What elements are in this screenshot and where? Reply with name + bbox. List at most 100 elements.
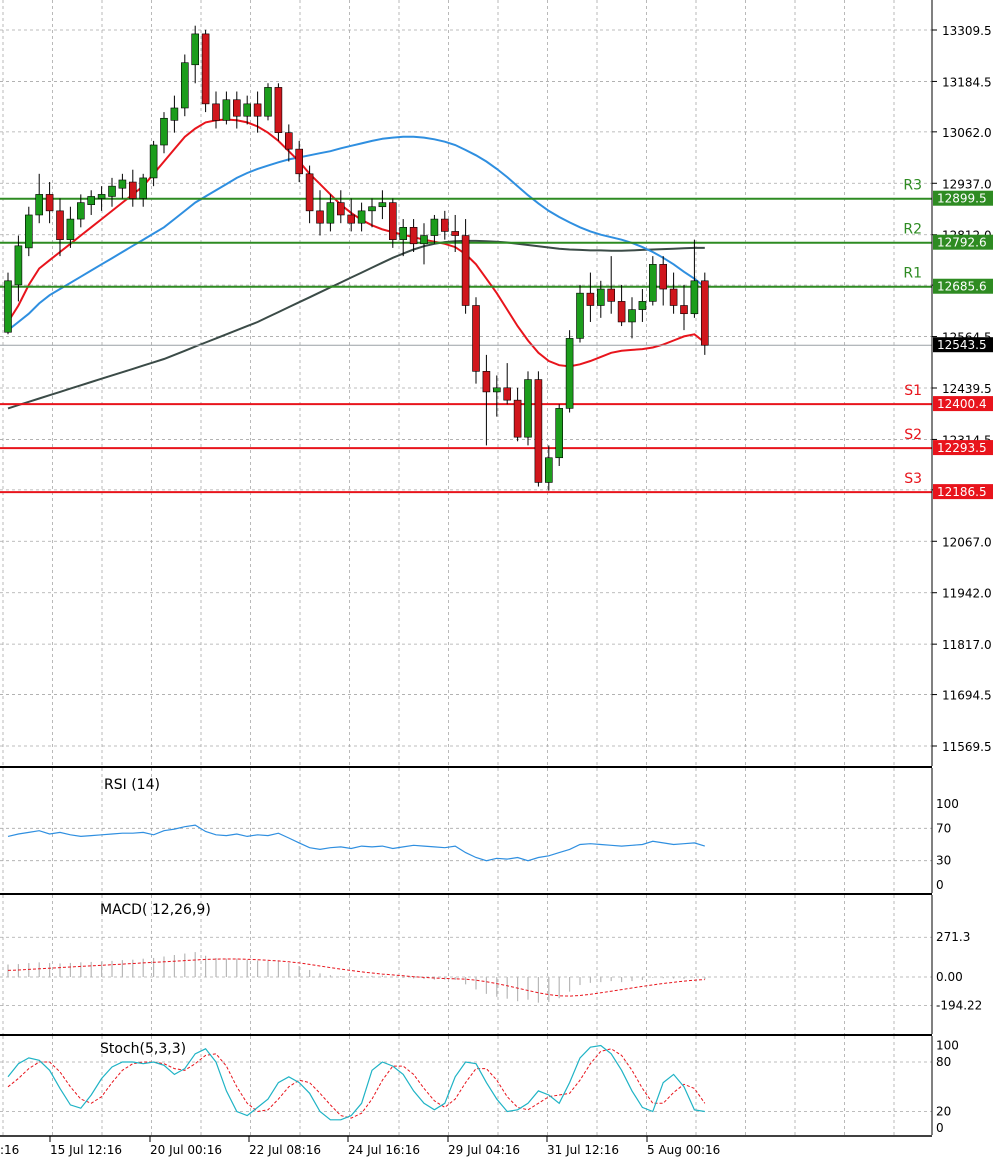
candle-bear <box>700 280 709 346</box>
candle-bull <box>368 206 376 212</box>
candle-bear <box>534 379 543 483</box>
rsi-title: RSI (14) <box>104 777 160 793</box>
x-tick-label: 22 Jul 08:16 <box>249 1143 321 1157</box>
x-tick-label: 5 Aug 00:16 <box>647 1143 720 1157</box>
candle-bull <box>492 387 501 393</box>
candle-bull <box>160 117 168 146</box>
candle-bull <box>576 292 584 339</box>
macd-grid <box>0 895 932 1034</box>
candle-bull <box>399 227 408 240</box>
level-tag-box-r1 <box>933 278 993 294</box>
candle-bull <box>181 62 189 109</box>
price-grid <box>0 0 932 766</box>
candle-bear <box>513 399 522 438</box>
stoch-main-line <box>7 1044 705 1121</box>
candle-bear <box>586 292 595 306</box>
candle-bear <box>129 181 137 199</box>
candle-bull <box>170 107 179 121</box>
stoch-tick-label: 80 <box>936 1055 951 1069</box>
candle-bull <box>87 196 95 205</box>
candle-bull <box>430 218 439 236</box>
price-tick-label: 13062.0 <box>942 126 992 140</box>
x-tick-label: 20 Jul 00:16 <box>150 1143 222 1157</box>
candle-bear <box>607 288 616 302</box>
pivot-level-tags: 12899.5 12792.6 12685.6 12400.4 12293.5 12186… <box>933 190 993 500</box>
candle-bear <box>388 202 397 240</box>
macd-tick-label: -194.22 <box>936 998 982 1012</box>
candle-bull <box>191 33 199 66</box>
price-tick-label: 11694.5 <box>942 689 992 703</box>
candle-bear <box>669 288 678 306</box>
candle-bear <box>461 235 470 306</box>
moving-average-red-line <box>7 118 706 368</box>
candle-bear <box>409 227 418 245</box>
candle-bull <box>24 214 33 249</box>
stoch-signal-line <box>7 1048 706 1119</box>
candle-bear <box>680 305 688 315</box>
moving-average-dark-line <box>7 239 705 410</box>
price-tick-label: 12439.5 <box>942 382 992 396</box>
stoch-title: Stoch(5,3,3) <box>100 1041 186 1057</box>
candle-bear <box>274 87 283 133</box>
macd-signal-line <box>7 958 705 997</box>
rsi-line <box>7 824 705 862</box>
level-tag-label-s2: 12293.5 <box>937 441 987 455</box>
candle-bear <box>45 194 54 212</box>
stoch-tick-label: 0 <box>936 1121 944 1135</box>
candle-bull <box>326 202 335 224</box>
candle-bear <box>617 301 626 323</box>
stoch-grid <box>0 1036 932 1135</box>
macd-tick-label: 0.00 <box>936 970 963 984</box>
candle-bull <box>565 338 574 409</box>
price-tick-label: 11942.0 <box>942 587 992 601</box>
level-tag-label-r2: 12792.6 <box>937 236 987 250</box>
level-name-r1: R1 <box>903 266 922 282</box>
candle-bull <box>243 103 251 117</box>
rsi-tick-label: 0 <box>936 878 944 892</box>
stoch-y-axis: 100 80 20 0 <box>936 1039 959 1136</box>
level-name-r2: R2 <box>903 222 922 238</box>
level-tag-label-r3: 12899.5 <box>937 192 987 206</box>
rsi-grid <box>0 768 932 893</box>
candle-bull <box>14 245 23 286</box>
level-tag-label-s1: 12400.4 <box>937 397 987 411</box>
candle-bull <box>222 99 231 121</box>
level-name-s3: S3 <box>904 471 922 487</box>
rsi-tick-label: 100 <box>936 797 959 811</box>
candle-bear <box>503 387 512 401</box>
rsi-tick-label: 70 <box>936 821 951 835</box>
candle-bull <box>108 185 116 197</box>
candle-bull <box>66 218 75 240</box>
level-tag-label-s3: 12186.5 <box>937 485 987 499</box>
candle-bull <box>648 264 657 302</box>
candle-bull <box>149 144 158 179</box>
candle-bear <box>284 132 293 150</box>
candle-bear <box>482 371 491 393</box>
level-name-r3: R3 <box>903 178 922 194</box>
price-tick-label: 12067.0 <box>942 535 992 549</box>
candle-bull <box>357 210 366 224</box>
candle-bear <box>56 210 64 240</box>
candle-bull <box>4 280 12 333</box>
stoch-tick-label: 20 <box>936 1105 951 1119</box>
candle-bull <box>544 457 553 483</box>
candle-bear <box>253 103 262 117</box>
candle-bull <box>420 235 428 245</box>
macd-panel: MACD( 12,26,9) 271.3 0.00 -194.22 <box>0 895 982 1034</box>
rsi-tick-label: 30 <box>936 854 951 868</box>
price-tick-label: 12937.0 <box>942 177 992 191</box>
candle-bull <box>77 202 85 220</box>
price-tick-label: 13309.5 <box>942 24 992 38</box>
candle-bear <box>212 103 220 121</box>
current-price-box <box>933 337 993 353</box>
rsi-panel: RSI (14) 100 70 30 0 <box>0 768 959 893</box>
candle-bull <box>139 177 147 199</box>
candle-bull <box>524 379 532 438</box>
candle-bear <box>472 305 480 372</box>
x-tick-label: 15 Jul 12:16 <box>50 1143 122 1157</box>
current-price-label: 12543.5 <box>937 338 987 352</box>
level-name-s2: S2 <box>904 427 922 443</box>
candle-bull <box>118 179 127 189</box>
candle-bear <box>295 148 304 175</box>
